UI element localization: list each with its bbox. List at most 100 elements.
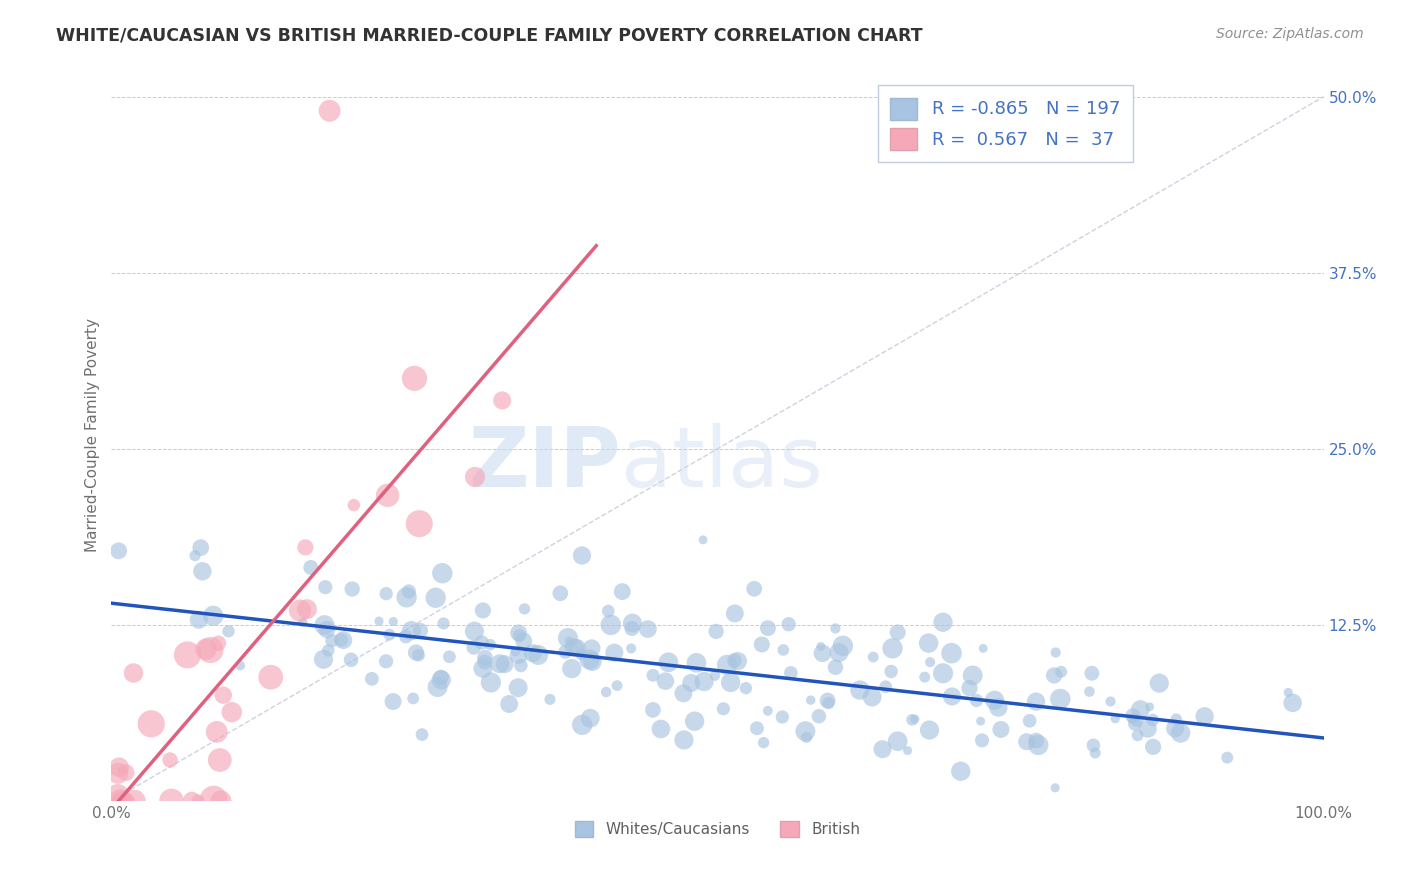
Point	[409, 624, 432, 638]
Point	[1104, 712, 1126, 726]
Point	[965, 693, 987, 707]
Point	[404, 371, 426, 385]
Point	[221, 705, 243, 719]
Point	[368, 614, 391, 628]
Point	[209, 794, 232, 808]
Text: atlas: atlas	[620, 424, 823, 505]
Point	[479, 638, 502, 652]
Point	[578, 652, 600, 666]
Point	[581, 655, 603, 669]
Point	[685, 656, 707, 670]
Point	[1281, 696, 1303, 710]
Point	[778, 617, 800, 632]
Point	[914, 670, 936, 684]
Point	[432, 616, 454, 631]
Point	[124, 794, 146, 808]
Point	[692, 533, 714, 547]
Point	[554, 645, 576, 659]
Point	[312, 652, 335, 666]
Point	[375, 587, 398, 601]
Point	[1045, 645, 1067, 659]
Point	[191, 564, 214, 578]
Point	[742, 582, 765, 596]
Point	[439, 649, 461, 664]
Point	[751, 637, 773, 651]
Y-axis label: Married-Couple Family Poverty: Married-Couple Family Poverty	[86, 318, 100, 551]
Point	[745, 721, 768, 735]
Point	[860, 690, 883, 704]
Point	[402, 691, 425, 706]
Point	[141, 716, 163, 731]
Point	[160, 794, 183, 808]
Point	[901, 713, 924, 727]
Point	[657, 655, 679, 669]
Point	[395, 630, 418, 644]
Point	[828, 646, 851, 660]
Point	[1139, 699, 1161, 714]
Point	[1083, 739, 1105, 753]
Point	[195, 642, 218, 657]
Point	[508, 626, 530, 640]
Point	[735, 681, 758, 695]
Point	[932, 666, 955, 681]
Point	[932, 615, 955, 630]
Point	[1216, 750, 1239, 764]
Point	[599, 618, 621, 632]
Point	[683, 714, 706, 729]
Point	[1025, 695, 1047, 709]
Point	[401, 624, 423, 638]
Point	[330, 632, 353, 647]
Point	[1025, 733, 1047, 747]
Point	[723, 653, 745, 667]
Point	[508, 629, 530, 643]
Point	[205, 724, 228, 739]
Point	[426, 680, 449, 694]
Point	[875, 680, 897, 694]
Point	[824, 660, 846, 674]
Point	[1049, 692, 1071, 706]
Point	[983, 693, 1005, 707]
Point	[752, 736, 775, 750]
Point	[159, 753, 181, 767]
Point	[378, 628, 401, 642]
Point	[1043, 780, 1066, 795]
Point	[382, 694, 405, 708]
Point	[807, 709, 830, 723]
Point	[561, 662, 583, 676]
Point	[498, 697, 520, 711]
Point	[941, 690, 963, 704]
Point	[704, 624, 727, 639]
Point	[872, 742, 894, 756]
Point	[824, 621, 846, 635]
Point	[522, 646, 544, 660]
Point	[1166, 712, 1188, 726]
Point	[880, 665, 903, 679]
Point	[411, 728, 433, 742]
Point	[430, 673, 453, 687]
Point	[849, 683, 872, 698]
Point	[1122, 708, 1144, 723]
Point	[377, 488, 399, 502]
Point	[408, 648, 430, 663]
Point	[1126, 713, 1149, 727]
Point	[114, 794, 136, 808]
Point	[488, 657, 510, 671]
Point	[581, 641, 603, 656]
Point	[817, 693, 839, 707]
Point	[1277, 685, 1299, 699]
Point	[107, 788, 129, 802]
Point	[990, 723, 1012, 737]
Point	[108, 794, 131, 808]
Point	[1149, 676, 1171, 690]
Point	[1099, 694, 1122, 708]
Point	[780, 665, 803, 680]
Point	[508, 681, 530, 695]
Point	[970, 733, 993, 747]
Point	[295, 602, 318, 616]
Point	[512, 633, 534, 648]
Point	[432, 566, 454, 581]
Point	[471, 635, 494, 649]
Point	[720, 675, 742, 690]
Point	[800, 693, 823, 707]
Point	[672, 686, 695, 700]
